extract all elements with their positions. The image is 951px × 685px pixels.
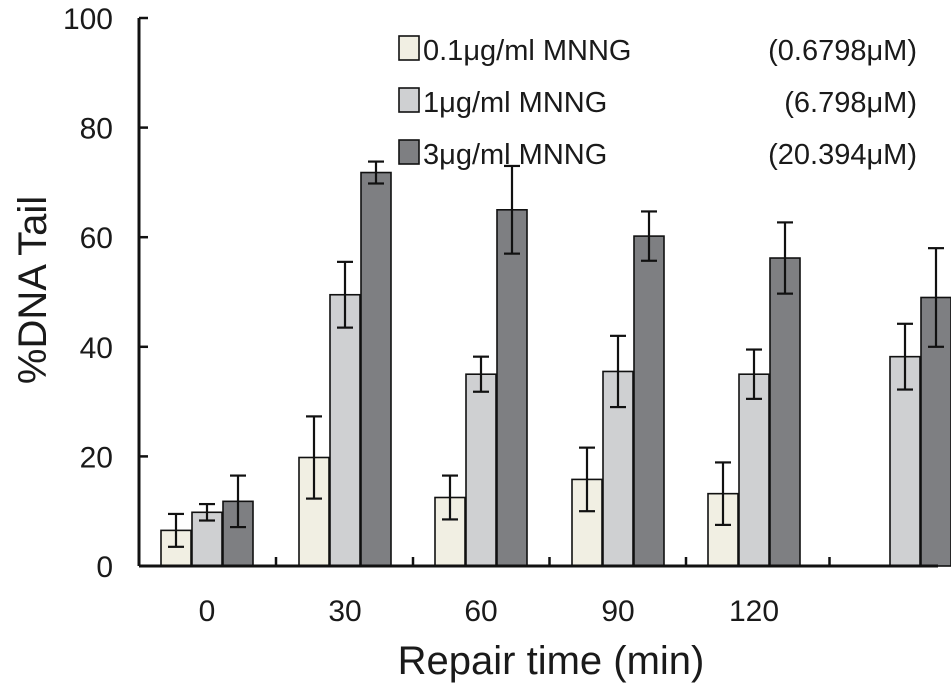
error-bars [168,160,944,548]
bars [160,171,951,567]
y-tick-label: 0 [96,551,113,584]
bar [769,257,801,567]
legend-label: 1μg/ml MNNG [423,87,607,119]
legend-concentration: (20.394μM) [768,139,917,171]
legend-swatch [398,139,420,165]
bar [360,171,392,567]
y-axis-label: %DNA Tail [11,196,55,384]
y-axis-ticks: 0 20 40 60 80 100 [63,3,148,584]
x-tick-label: 30 [328,595,361,628]
legend: 0.1μg/ml MNNG (0.6798μM) 1μg/ml MNNG (6.798… [398,35,917,171]
bar [633,235,665,567]
y-tick-label: 60 [80,222,113,255]
y-tick-label: 80 [80,113,113,146]
bar [738,373,770,567]
legend-swatch [398,87,420,113]
y-tick-label: 40 [80,332,113,365]
bar [329,293,361,567]
legend-concentration: (0.6798μM) [768,35,917,67]
legend-label: 0.1μg/ml MNNG [423,35,631,67]
x-tick-label: 60 [464,595,497,628]
x-tick-label: 0 [199,595,216,628]
y-tick-label: 100 [63,3,113,36]
x-axis-label: Repair time (min) [398,639,705,683]
y-tick-label: 20 [80,441,113,474]
x-tick-label: 90 [601,595,634,628]
bar [465,373,497,567]
legend-swatch [398,35,420,61]
bar [496,209,528,567]
x-axis-ticks: 0 30 60 90 120 [199,557,831,628]
legend-label: 3μg/ml MNNG [423,139,607,171]
axes [137,18,938,568]
legend-concentration: (6.798μM) [784,87,917,119]
x-tick-label: 120 [729,595,779,628]
